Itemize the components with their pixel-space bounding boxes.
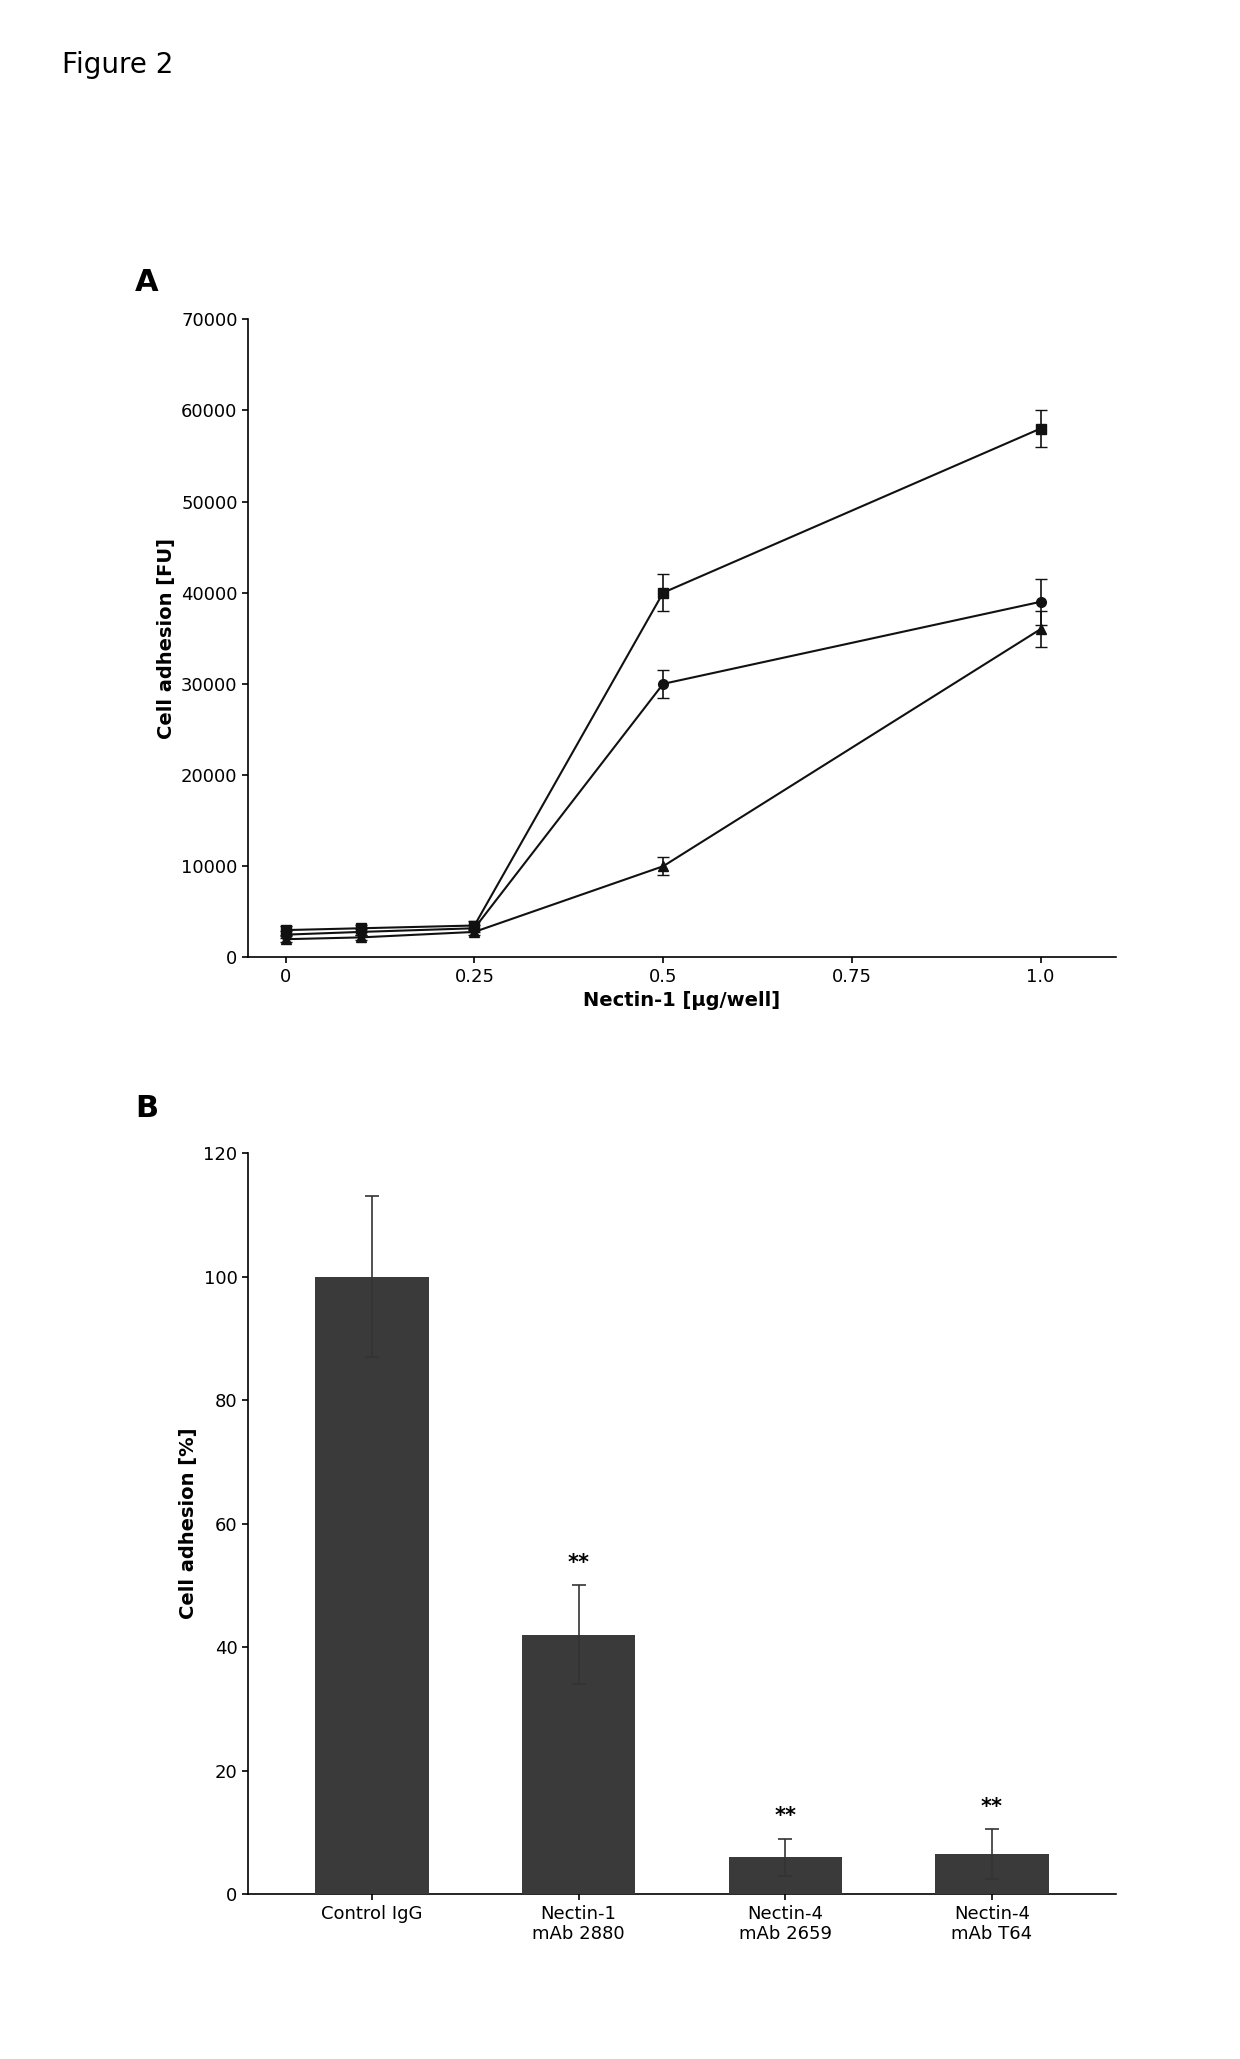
Text: Figure 2: Figure 2 (62, 51, 174, 80)
Text: A: A (135, 268, 159, 296)
X-axis label: Nectin-1 [μg/well]: Nectin-1 [μg/well] (584, 990, 780, 1011)
Bar (935, 1853, 1049, 1894)
Text: B: B (135, 1093, 159, 1122)
Text: **: ** (981, 1798, 1003, 1818)
Bar (522, 1635, 635, 1894)
Bar (729, 1857, 842, 1894)
Text: **: ** (568, 1552, 590, 1573)
Bar (315, 1277, 429, 1894)
Y-axis label: Cell adhesion [%]: Cell adhesion [%] (179, 1427, 198, 1620)
Y-axis label: Cell adhesion [FU]: Cell adhesion [FU] (156, 537, 176, 739)
Text: **: ** (774, 1806, 796, 1826)
